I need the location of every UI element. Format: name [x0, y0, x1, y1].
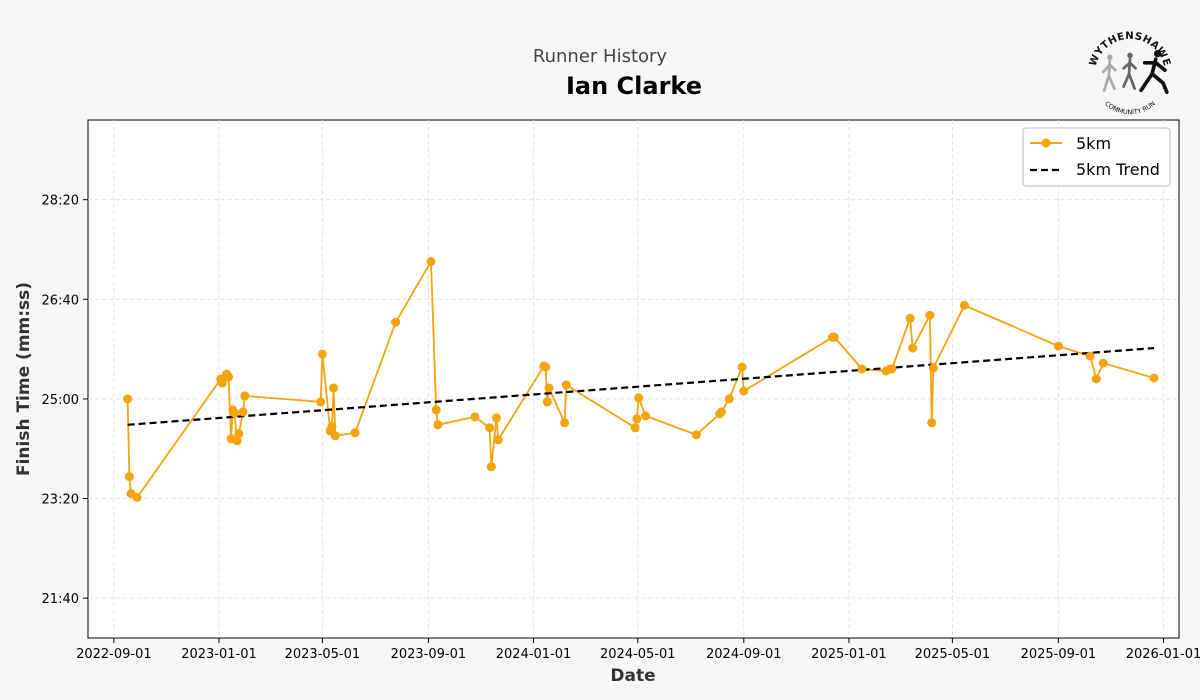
series-5km-point [959, 300, 969, 310]
series-5km-point [232, 436, 242, 446]
plot-area [87, 119, 1180, 639]
series-5km-point [691, 430, 701, 440]
x-tick-label: 2023-01-01 [181, 647, 257, 662]
x-axis: 2022-09-01 2023-01-01 2023-05-01 2023-09-01… [76, 638, 1200, 662]
chart-title: Ian Clarke [565, 72, 703, 100]
series-5km-point [317, 349, 327, 359]
y-axis: 21:40 23:20 25:00 26:40 28:20 [42, 194, 88, 607]
x-tick-label: 2024-01-01 [496, 647, 572, 662]
series-5km-point [561, 380, 571, 390]
legend-series-marker [1041, 138, 1051, 148]
x-tick-label: 2023-05-01 [285, 647, 361, 662]
series-5km-point [887, 364, 897, 374]
x-tick-label: 2023-09-01 [391, 647, 467, 662]
grid-lines [88, 120, 1179, 638]
series-5km-point [485, 423, 495, 433]
series-5km-point [217, 378, 227, 388]
series-5km-point [123, 394, 133, 404]
series-5km-point [927, 418, 937, 428]
series-5km-point [240, 391, 250, 401]
series-5km-point [1085, 351, 1095, 361]
series-5km-point [431, 405, 441, 415]
series-5km-point [350, 428, 360, 438]
x-tick-label: 2025-09-01 [1021, 647, 1097, 662]
legend: 5km 5km Trend [1022, 127, 1171, 187]
y-axis-label: Finish Time (mm:ss) [14, 282, 34, 476]
series-5km-point [908, 343, 918, 353]
series-5km-point [316, 397, 326, 407]
y-tick-label: 28:20 [42, 194, 79, 209]
series-5km-point [1098, 358, 1108, 368]
series-5km-point [486, 462, 496, 472]
series-5km-point [330, 431, 340, 441]
series-5km-point [426, 257, 436, 266]
series-points [123, 257, 1159, 502]
y-tick-label: 23:20 [42, 493, 79, 508]
svg-text:COMMUNITY RUN: COMMUNITY RUN [1103, 99, 1157, 116]
series-5km-point [124, 472, 134, 482]
series-5km-point [634, 393, 644, 403]
series-5km-point [493, 435, 503, 445]
series-5km-trend-line [127, 347, 1155, 426]
x-tick-label: 2025-05-01 [915, 647, 991, 662]
series-5km-point [230, 408, 239, 418]
series-5km-point [630, 423, 640, 433]
series-5km-point [829, 332, 839, 342]
series-5km-point [857, 364, 867, 374]
series-5km-point [327, 422, 337, 432]
y-tick-label: 26:40 [42, 293, 79, 308]
series-5km-point [541, 362, 551, 372]
series-5km-point [238, 407, 248, 417]
series-5km-point [716, 407, 726, 417]
x-tick-label: 2022-09-01 [76, 647, 152, 662]
runner-figures-icon [1101, 49, 1169, 95]
x-tick-label: 2025-01-01 [811, 647, 887, 662]
series-5km-point [391, 317, 401, 327]
y-tick-label: 21:40 [42, 592, 79, 607]
series-5km-point [739, 386, 749, 396]
series-5km-point [928, 363, 938, 373]
legend-trend-label: 5km Trend [1076, 160, 1160, 179]
series-5km-point [544, 383, 554, 393]
series-5km-point [560, 418, 570, 428]
logo-bottom-text: COMMUNITY RUN [1103, 99, 1157, 116]
wythenshawe-logo: WYTHENSHAWE COMMUNITY RUN [1088, 31, 1172, 116]
series-5km-point [925, 310, 935, 320]
series-5km-point [905, 313, 915, 323]
series-5km-point [737, 362, 747, 372]
series-5km-point [329, 383, 339, 393]
series-5km-point [224, 372, 233, 382]
series-5km-point [632, 414, 642, 424]
series-5km-point [542, 397, 552, 407]
y-tick-label: 25:00 [42, 393, 79, 408]
series-5km-point [1149, 373, 1159, 383]
series-5km-point [470, 412, 480, 422]
series-5km-point [641, 411, 651, 421]
series-5km-point [724, 394, 734, 404]
x-tick-label: 2026-01-01 [1126, 647, 1200, 662]
series-5km-point [1091, 374, 1101, 384]
legend-series-label: 5km [1076, 134, 1111, 153]
series-5km-point [132, 493, 142, 502]
x-tick-label: 2024-09-01 [706, 647, 782, 662]
x-tick-label: 2024-05-01 [600, 647, 676, 662]
series-5km-point [492, 413, 501, 423]
x-axis-label: Date [610, 666, 655, 686]
series-5km-point [234, 429, 244, 439]
chart-subtitle: Runner History [532, 46, 668, 67]
series-5km-point [1053, 341, 1063, 351]
series-5km-point [433, 420, 443, 430]
